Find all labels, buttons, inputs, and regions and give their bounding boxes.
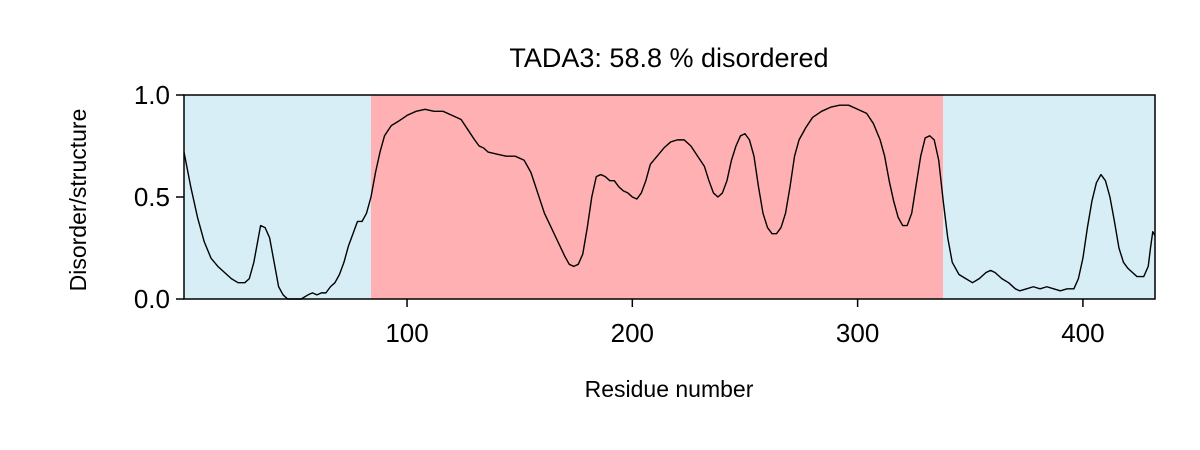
y-tick-label: 0.0 [134, 284, 170, 314]
y-tick-label: 0.5 [134, 182, 170, 212]
structured-region-0 [184, 95, 371, 299]
x-tick-label: 100 [385, 318, 428, 348]
x-tick-label: 200 [611, 318, 654, 348]
x-tick-label: 300 [836, 318, 879, 348]
chart-title: TADA3: 58.8 % disordered [509, 43, 828, 73]
disorder-series-line [183, 104, 1156, 300]
x-axis: 100 200 300 400 [385, 299, 1105, 348]
x-tick-label: 400 [1061, 318, 1104, 348]
y-tick-label: 1.0 [134, 80, 170, 110]
y-axis-label: Disorder/structure [65, 109, 91, 292]
y-axis: 0.0 0.5 1.0 [134, 80, 184, 314]
x-axis-label: Residue number [585, 376, 754, 402]
structured-region-2 [943, 95, 1155, 299]
disordered-region-1 [370, 95, 944, 299]
region-shading [184, 95, 1155, 299]
